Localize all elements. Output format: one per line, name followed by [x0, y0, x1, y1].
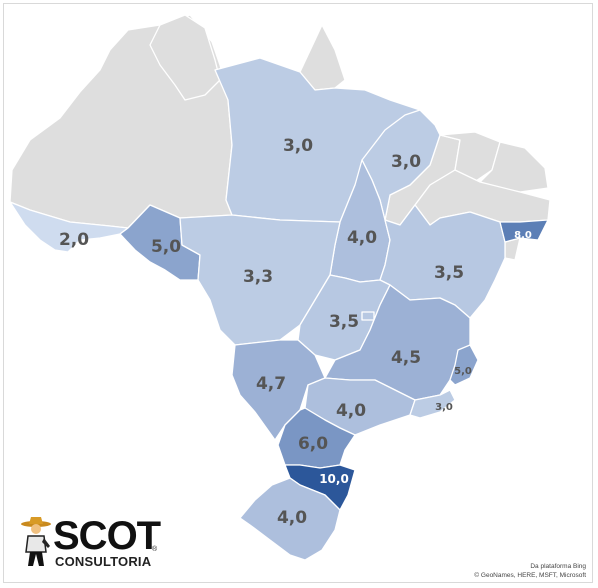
label-mato-grosso-do-sul: 4,7	[256, 374, 286, 394]
label-goias: 3,5	[329, 312, 359, 332]
label-rio-grande-do-sul: 4,0	[277, 508, 307, 528]
logo-subtitle: CONSULTORIA	[55, 554, 152, 569]
label-rondonia: 5,0	[151, 237, 181, 257]
label-maranhao: 3,0	[391, 152, 421, 172]
state-acre	[9, 201, 129, 253]
label-santa-catarina: 10,0	[319, 472, 349, 486]
label-mato-grosso: 3,3	[243, 267, 273, 287]
state-alagoas	[499, 219, 549, 243]
label-tocantins: 4,0	[347, 228, 377, 248]
state-rio-de-janeiro	[409, 389, 456, 419]
label-acre: 2,0	[59, 230, 89, 250]
state-distrito-federal	[361, 311, 375, 321]
logo-registered-mark: ®	[152, 546, 158, 553]
state-espirito-santo	[449, 344, 479, 386]
label-parana: 6,0	[298, 434, 328, 454]
label-sao-paulo: 4,0	[336, 401, 366, 421]
label-alagoas: 8,0	[514, 230, 532, 241]
label-bahia: 3,5	[434, 263, 464, 283]
label-rio-de-janeiro: 3,0	[435, 402, 453, 413]
scot-logo: SCOT ® CONSULTORIA	[18, 514, 168, 569]
state-roraima	[149, 14, 221, 101]
attribution-line2: © GeoNames, HERE, MSFT, Microsoft	[474, 572, 586, 579]
logo-word: SCOT	[53, 514, 161, 558]
map-attribution: Da plataforma Bing © GeoNames, HERE, MSF…	[474, 562, 586, 580]
state-ceara	[439, 131, 501, 186]
state-rio-grande-do-sul	[239, 477, 341, 561]
label-espirito-santo: 5,0	[454, 366, 472, 377]
cowboy-icon	[21, 517, 51, 566]
state-mato-grosso	[179, 214, 341, 346]
label-para: 3,0	[283, 136, 313, 156]
attribution-line1: Da plataforma Bing	[530, 563, 586, 570]
label-minas-gerais: 4,5	[391, 348, 421, 368]
